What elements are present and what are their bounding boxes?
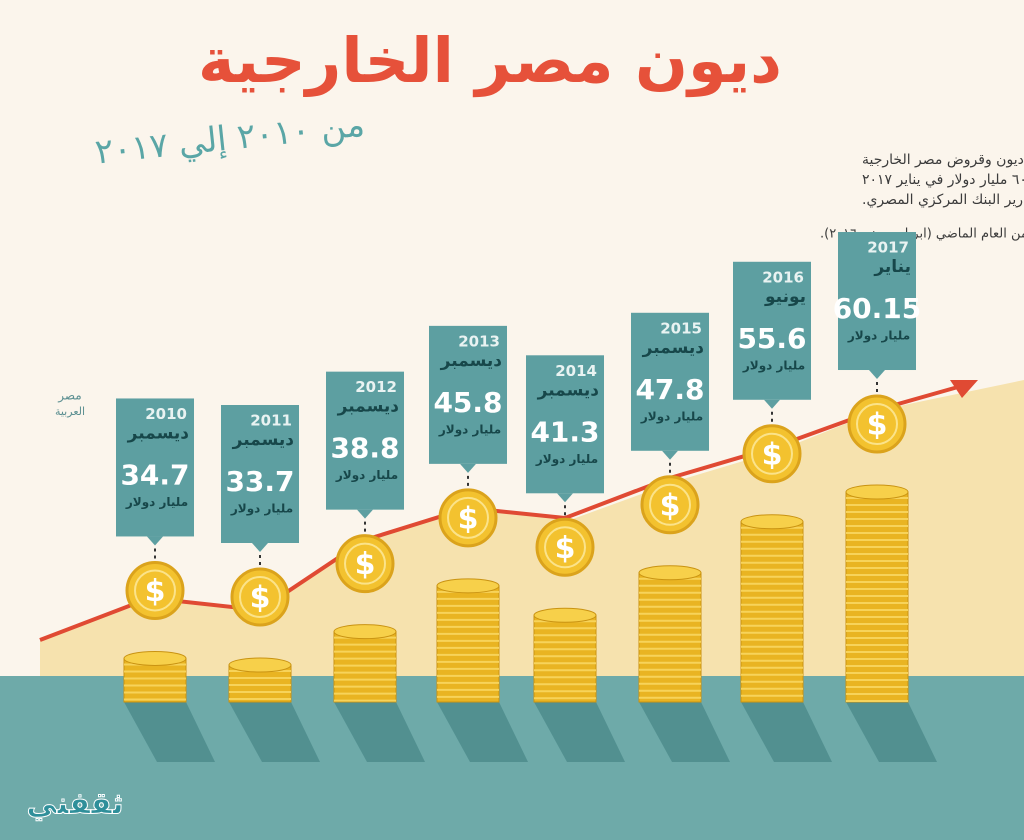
shadow <box>229 702 320 762</box>
card-pointer <box>869 370 885 380</box>
coin-inner <box>751 432 793 475</box>
stack-top <box>228 657 292 673</box>
stack-top <box>533 607 597 623</box>
card-year: 2010 <box>145 405 187 423</box>
title: ديون مصر الخارجية <box>198 24 782 97</box>
shadow <box>846 702 937 762</box>
watermark: ثقفني <box>26 787 123 822</box>
stack-top <box>740 514 804 530</box>
card-value: 34.7 <box>120 458 189 491</box>
card-year: 2013 <box>458 332 500 350</box>
card-value: 47.8 <box>635 373 704 406</box>
card-year: 2016 <box>762 268 804 286</box>
card-year: 2015 <box>660 319 702 337</box>
coin-inner <box>134 569 176 612</box>
coin-stack <box>333 631 397 703</box>
coin-stack <box>638 572 702 703</box>
card-month: ديسمبر <box>537 380 600 400</box>
card-month: ديسمبر <box>337 397 400 417</box>
card-month: ديسمبر <box>642 338 705 358</box>
card-pointer <box>147 536 163 546</box>
shadow <box>741 702 832 762</box>
card-pointer <box>557 493 573 503</box>
shadow <box>334 702 425 762</box>
card <box>838 232 916 371</box>
coin-inner <box>447 496 489 539</box>
card-pointer <box>252 543 268 552</box>
shadow <box>437 702 528 762</box>
logo: العربية <box>55 405 85 418</box>
stack-top <box>845 484 909 500</box>
card <box>326 371 404 510</box>
card-unit: مليار دولار <box>125 495 188 510</box>
coin-symbol: $ <box>250 581 271 616</box>
card-unit: مليار دولار <box>742 358 805 373</box>
description-line: وفقا لأحدث تقارير البنك المركزي المصري. <box>862 190 1024 208</box>
stack-top <box>436 578 500 594</box>
card-year: 2011 <box>250 412 292 430</box>
card-month: ديسمبر <box>127 423 190 443</box>
card-value: 55.6 <box>737 322 806 355</box>
card-year: 2012 <box>355 378 397 396</box>
card-unit: مليار دولار <box>438 422 501 437</box>
coin-symbol: $ <box>762 437 783 472</box>
card-month: يونيو <box>764 287 806 307</box>
card-pointer <box>357 509 373 519</box>
description-line: ارتفعت ديون وقروض مصر الخارجية <box>862 152 1024 168</box>
coin-inner <box>649 483 691 526</box>
stack-top <box>333 624 397 640</box>
coin-inner <box>856 403 898 446</box>
description-line: من ٣٤٫٧ مليار دولار في ديسمبر ٢٠١٠ إلى ٦… <box>862 172 1024 188</box>
card-value: 41.3 <box>530 415 599 448</box>
stack-top <box>638 565 702 581</box>
trend-line <box>39 383 966 642</box>
card <box>116 398 194 537</box>
logo: مصر <box>57 389 81 404</box>
card-unit: مليار دولار <box>230 502 293 517</box>
coin-stack <box>533 614 597 703</box>
coin-inner <box>239 576 281 618</box>
card-month: ديسمبر <box>440 351 503 371</box>
card-pointer <box>764 399 780 409</box>
card <box>733 261 811 400</box>
coin-inner <box>344 542 386 585</box>
card-unit: مليار دولار <box>535 452 598 467</box>
card-value: 45.8 <box>433 386 502 419</box>
card-month: يناير <box>873 257 911 277</box>
coin-symbol: $ <box>458 501 479 536</box>
stack-top <box>123 650 187 666</box>
card-unit: مليار دولار <box>335 468 398 483</box>
coin-stack <box>436 585 500 703</box>
card <box>221 405 299 543</box>
card-value: 33.7 <box>225 465 294 498</box>
card-month: ديسمبر <box>232 430 295 450</box>
coin-symbol: $ <box>867 408 888 443</box>
card-value: 38.8 <box>330 432 399 465</box>
arrow-head <box>950 380 978 398</box>
card-year: 2017 <box>867 239 909 257</box>
coin-symbol: $ <box>555 531 576 566</box>
card <box>429 325 507 464</box>
shadow <box>124 702 215 762</box>
card-year: 2014 <box>555 362 597 380</box>
coin-inner <box>544 526 586 569</box>
card-pointer <box>662 450 678 460</box>
shadow <box>534 702 625 762</box>
shadow <box>639 702 730 762</box>
card-unit: مليار دولار <box>640 409 703 424</box>
card <box>526 355 604 494</box>
card-pointer <box>460 463 476 473</box>
card-unit: مليار دولار <box>847 329 910 344</box>
coin-symbol: $ <box>355 547 376 582</box>
card <box>631 312 709 451</box>
coin-symbol: $ <box>660 488 681 523</box>
card-value: 60.15 <box>833 292 922 325</box>
coin-symbol: $ <box>145 574 166 609</box>
